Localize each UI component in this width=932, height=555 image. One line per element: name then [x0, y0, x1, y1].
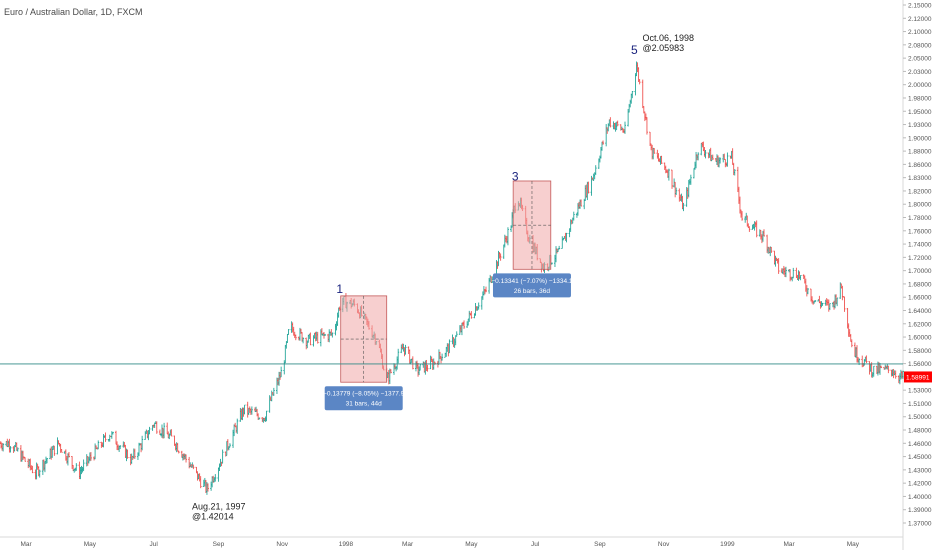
time-tick-label: Mar	[402, 541, 414, 548]
price-tick-label: 1.82000	[908, 188, 932, 195]
measure-label	[324, 386, 403, 411]
price-tick-label: 2.05000	[908, 56, 932, 63]
wave-label: 1	[336, 282, 343, 296]
time-tick-label: May	[847, 541, 860, 548]
price-tick-label: 1.45000	[908, 454, 932, 461]
measure-label-bars: 31 bars, 44d	[346, 401, 383, 408]
time-tick-label: Nov	[658, 541, 670, 548]
price-tick-label: 1.70000	[908, 268, 932, 275]
price-tick-label: 1.37000	[908, 521, 932, 528]
time-tick-label: Mar	[783, 541, 795, 548]
price-tick-label: 1.88000	[908, 149, 932, 156]
price-tick-label: 1.90000	[908, 135, 932, 142]
price-tick-label: 2.12000	[908, 16, 932, 23]
price-tick-label: 1.76000	[908, 228, 932, 235]
wave-label: 5	[631, 43, 638, 57]
measure-label-change: −0.13779 (−8.05%) −1377.9	[323, 391, 405, 398]
measure-label-bars: 26 bars, 36d	[514, 288, 551, 295]
time-tick-label: May	[84, 541, 97, 548]
price-tick-label: 2.15000	[908, 3, 932, 10]
price-tick-label: 1.43000	[908, 467, 932, 474]
time-tick-label: Nov	[276, 541, 288, 548]
price-tick-label: 1.98000	[908, 95, 932, 102]
price-tick-label: 1.80000	[908, 202, 932, 209]
price-tick-label: 1.95000	[908, 109, 932, 116]
price-tick-label: 1.78000	[908, 215, 932, 222]
price-tick-label: 1.46000	[908, 441, 932, 448]
chart-overlay: 1.58991 1 3 5 Aug.21, 1997@1.42014 Oct.06, 19…	[0, 33, 932, 522]
price-tick-label: 1.39000	[908, 507, 932, 514]
wave-label: 3	[512, 169, 519, 183]
price-tick-label: 1.64000	[908, 308, 932, 315]
last-price-label: 1.58991	[906, 374, 930, 381]
price-tick-label: 2.10000	[908, 29, 932, 36]
price-tick-label: 2.03000	[908, 69, 932, 76]
price-axis[interactable]: 2.15000 2.12000 2.10000 2.08000 2.05000 2.030…	[902, 0, 932, 550]
price-tick-label: 1.83000	[908, 175, 932, 182]
symbol-title: Euro / Australian Dollar, 1D, FXCM	[4, 7, 143, 17]
time-tick-label: 1999	[720, 541, 735, 548]
price-tick-label: 1.74000	[908, 242, 932, 249]
price-tick-label: 1.48000	[908, 428, 932, 435]
price-tick-label: 1.53000	[908, 388, 932, 395]
price-tick-label: 1.56000	[908, 361, 932, 368]
price-tick-label: 1.66000	[908, 295, 932, 302]
price-tick-label: 1.42000	[908, 481, 932, 488]
price-tick-label: 1.58000	[908, 348, 932, 355]
price-tick-label: 1.93000	[908, 122, 932, 129]
measure-boxes: −0.13779 (−8.05%) −1377.9 31 bars, 44d −0.…	[323, 180, 573, 411]
price-tick-label: 1.60000	[908, 335, 932, 342]
price-tick-label: 1.62000	[908, 321, 932, 328]
measure-label-change: −0.13341 (−7.07%) −1334.1	[491, 278, 573, 285]
time-tick-label: Sep	[213, 541, 225, 548]
price-tick-label: 1.40000	[908, 494, 932, 501]
time-tick-label: 1998	[339, 541, 354, 548]
time-tick-label: May	[465, 541, 478, 548]
price-tick-label: 1.51000	[908, 401, 932, 408]
price-tick-label: 1.50000	[908, 414, 932, 421]
annotation-price: @1.42014	[192, 512, 234, 522]
annotation-date: Aug.21, 1997	[192, 502, 246, 512]
time-tick-label: Mar	[21, 541, 33, 548]
price-tick-label: 2.08000	[908, 42, 932, 49]
price-tick-label: 2.00000	[908, 82, 932, 89]
time-tick-label: Jul	[149, 541, 158, 548]
price-tick-label: 1.86000	[908, 162, 932, 169]
measure-label	[492, 273, 571, 298]
annotation-date: Oct.06, 1998	[642, 33, 694, 43]
annotation-price: @2.05983	[642, 43, 684, 53]
time-axis[interactable]: Mar May Jul Sep Nov 1998 Mar May Jul Sep Nov 1999 Ma…	[0, 536, 903, 548]
price-tick-label: 1.72000	[908, 255, 932, 262]
candlestick-series	[0, 61, 904, 495]
price-tick-label: 1.68000	[908, 281, 932, 288]
last-price-badge	[904, 371, 932, 383]
time-tick-label: Jul	[531, 541, 540, 548]
time-tick-label: Sep	[594, 541, 606, 548]
